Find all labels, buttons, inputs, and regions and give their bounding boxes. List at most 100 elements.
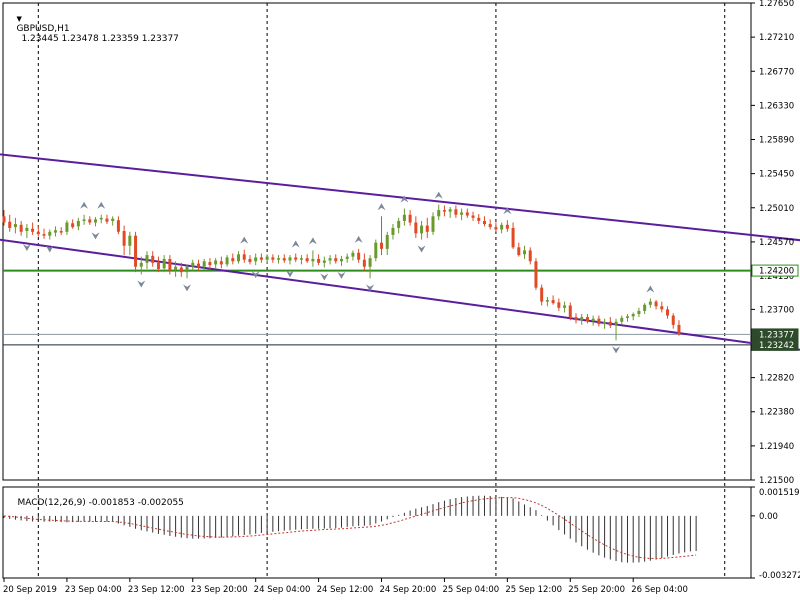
candle [185,264,189,279]
candle-body [568,305,572,318]
candle [540,284,544,306]
candle-body [425,225,429,232]
price-tag: 1.24200 [751,264,799,277]
candle-body [94,219,98,223]
candle-body [551,300,555,304]
candle-body [59,231,63,233]
candle-body [528,250,532,262]
candle [311,250,315,267]
candle [454,205,458,218]
trend-channel[interactable] [0,153,800,356]
candle-body [277,258,281,260]
candle-body [317,258,321,263]
candle-body [168,258,172,271]
candle [614,318,618,341]
fractal-up-icon [97,201,106,209]
candle [574,313,578,324]
candle-body [8,221,12,228]
candle [105,214,109,225]
macd-tick-label: 0.00 [759,512,778,522]
candle [174,261,178,277]
candle-body [13,224,17,228]
y-tick-label: 1.27650 [759,0,794,9]
candle-body [76,220,80,227]
candle-body [36,231,40,235]
candle-body [380,242,384,249]
candle-body [288,257,292,261]
candle-body [225,257,229,265]
candle-body [19,224,23,232]
candle-body [248,258,252,263]
candle-body [362,259,366,267]
candle-body [505,224,509,229]
fractal-down-icon [183,284,192,292]
price-tag-label: 1.23242 [759,341,794,351]
candle [385,231,389,256]
candle-body [139,262,143,267]
candle [71,219,75,229]
y-tick-label: 1.27210 [759,33,794,43]
candle [368,255,372,279]
candle [580,314,584,325]
candle [431,212,435,235]
candle [139,256,143,275]
candle-body [482,220,486,225]
candle [339,255,343,266]
candle [156,256,160,273]
candle-body [311,258,315,262]
candle [94,217,98,227]
candle [31,222,35,235]
chart-ohlc: 1.23445 1.23478 1.23359 1.23377 [21,34,179,44]
candle [362,253,366,271]
candle [202,258,206,270]
candle-body [557,302,561,308]
chart-symbol: GBPUSD,H1 [16,24,70,34]
macd-axis: 0.001519 0.00 -0.003272 [751,486,800,581]
price-tag-label: 1.24200 [759,267,794,277]
candle-body [391,227,395,235]
candle [282,254,286,263]
candle [374,239,378,262]
candle-body [402,214,406,221]
candle [231,253,235,265]
chart-menu-triangle-icon[interactable]: ▼ [16,15,22,23]
candle [597,315,601,327]
candle-body [597,318,601,325]
candle [625,314,629,322]
fractal-down-icon [337,271,346,279]
candle-body [25,227,29,232]
x-tick-label: 25 Sep 04:00 [442,585,499,595]
candle-body [71,223,75,228]
candle-body [374,242,378,259]
candle-body [322,260,326,263]
candle-body [156,262,160,270]
candle [254,253,258,266]
candle-body [82,219,86,221]
candle-body [437,210,441,217]
candle-body [254,257,258,262]
candle-body [500,224,504,230]
fractal-down-icon [366,284,375,292]
time-axis[interactable]: 20 Sep 2019 23 Sep 04:00 23 Sep 12:00 23 Se… [3,578,688,595]
candle [471,211,475,221]
candle [305,254,309,263]
candle-body [431,216,435,232]
candle [671,313,675,329]
candle [248,255,252,265]
candle-body [540,287,544,302]
candle [517,242,521,257]
candle-body [351,252,355,257]
candle-body [494,227,498,230]
candle [591,315,595,326]
candle [82,214,86,225]
horizontal-lines[interactable] [3,269,751,346]
fractal-up-icon [503,207,512,215]
candle [242,249,246,263]
candle-body [105,218,109,222]
candle [391,224,395,240]
price-axis[interactable]: 1.27650 1.27210 1.26770 1.26330 1.25890 1.254… [751,0,794,486]
candle-body [517,247,521,256]
candle [414,216,418,239]
